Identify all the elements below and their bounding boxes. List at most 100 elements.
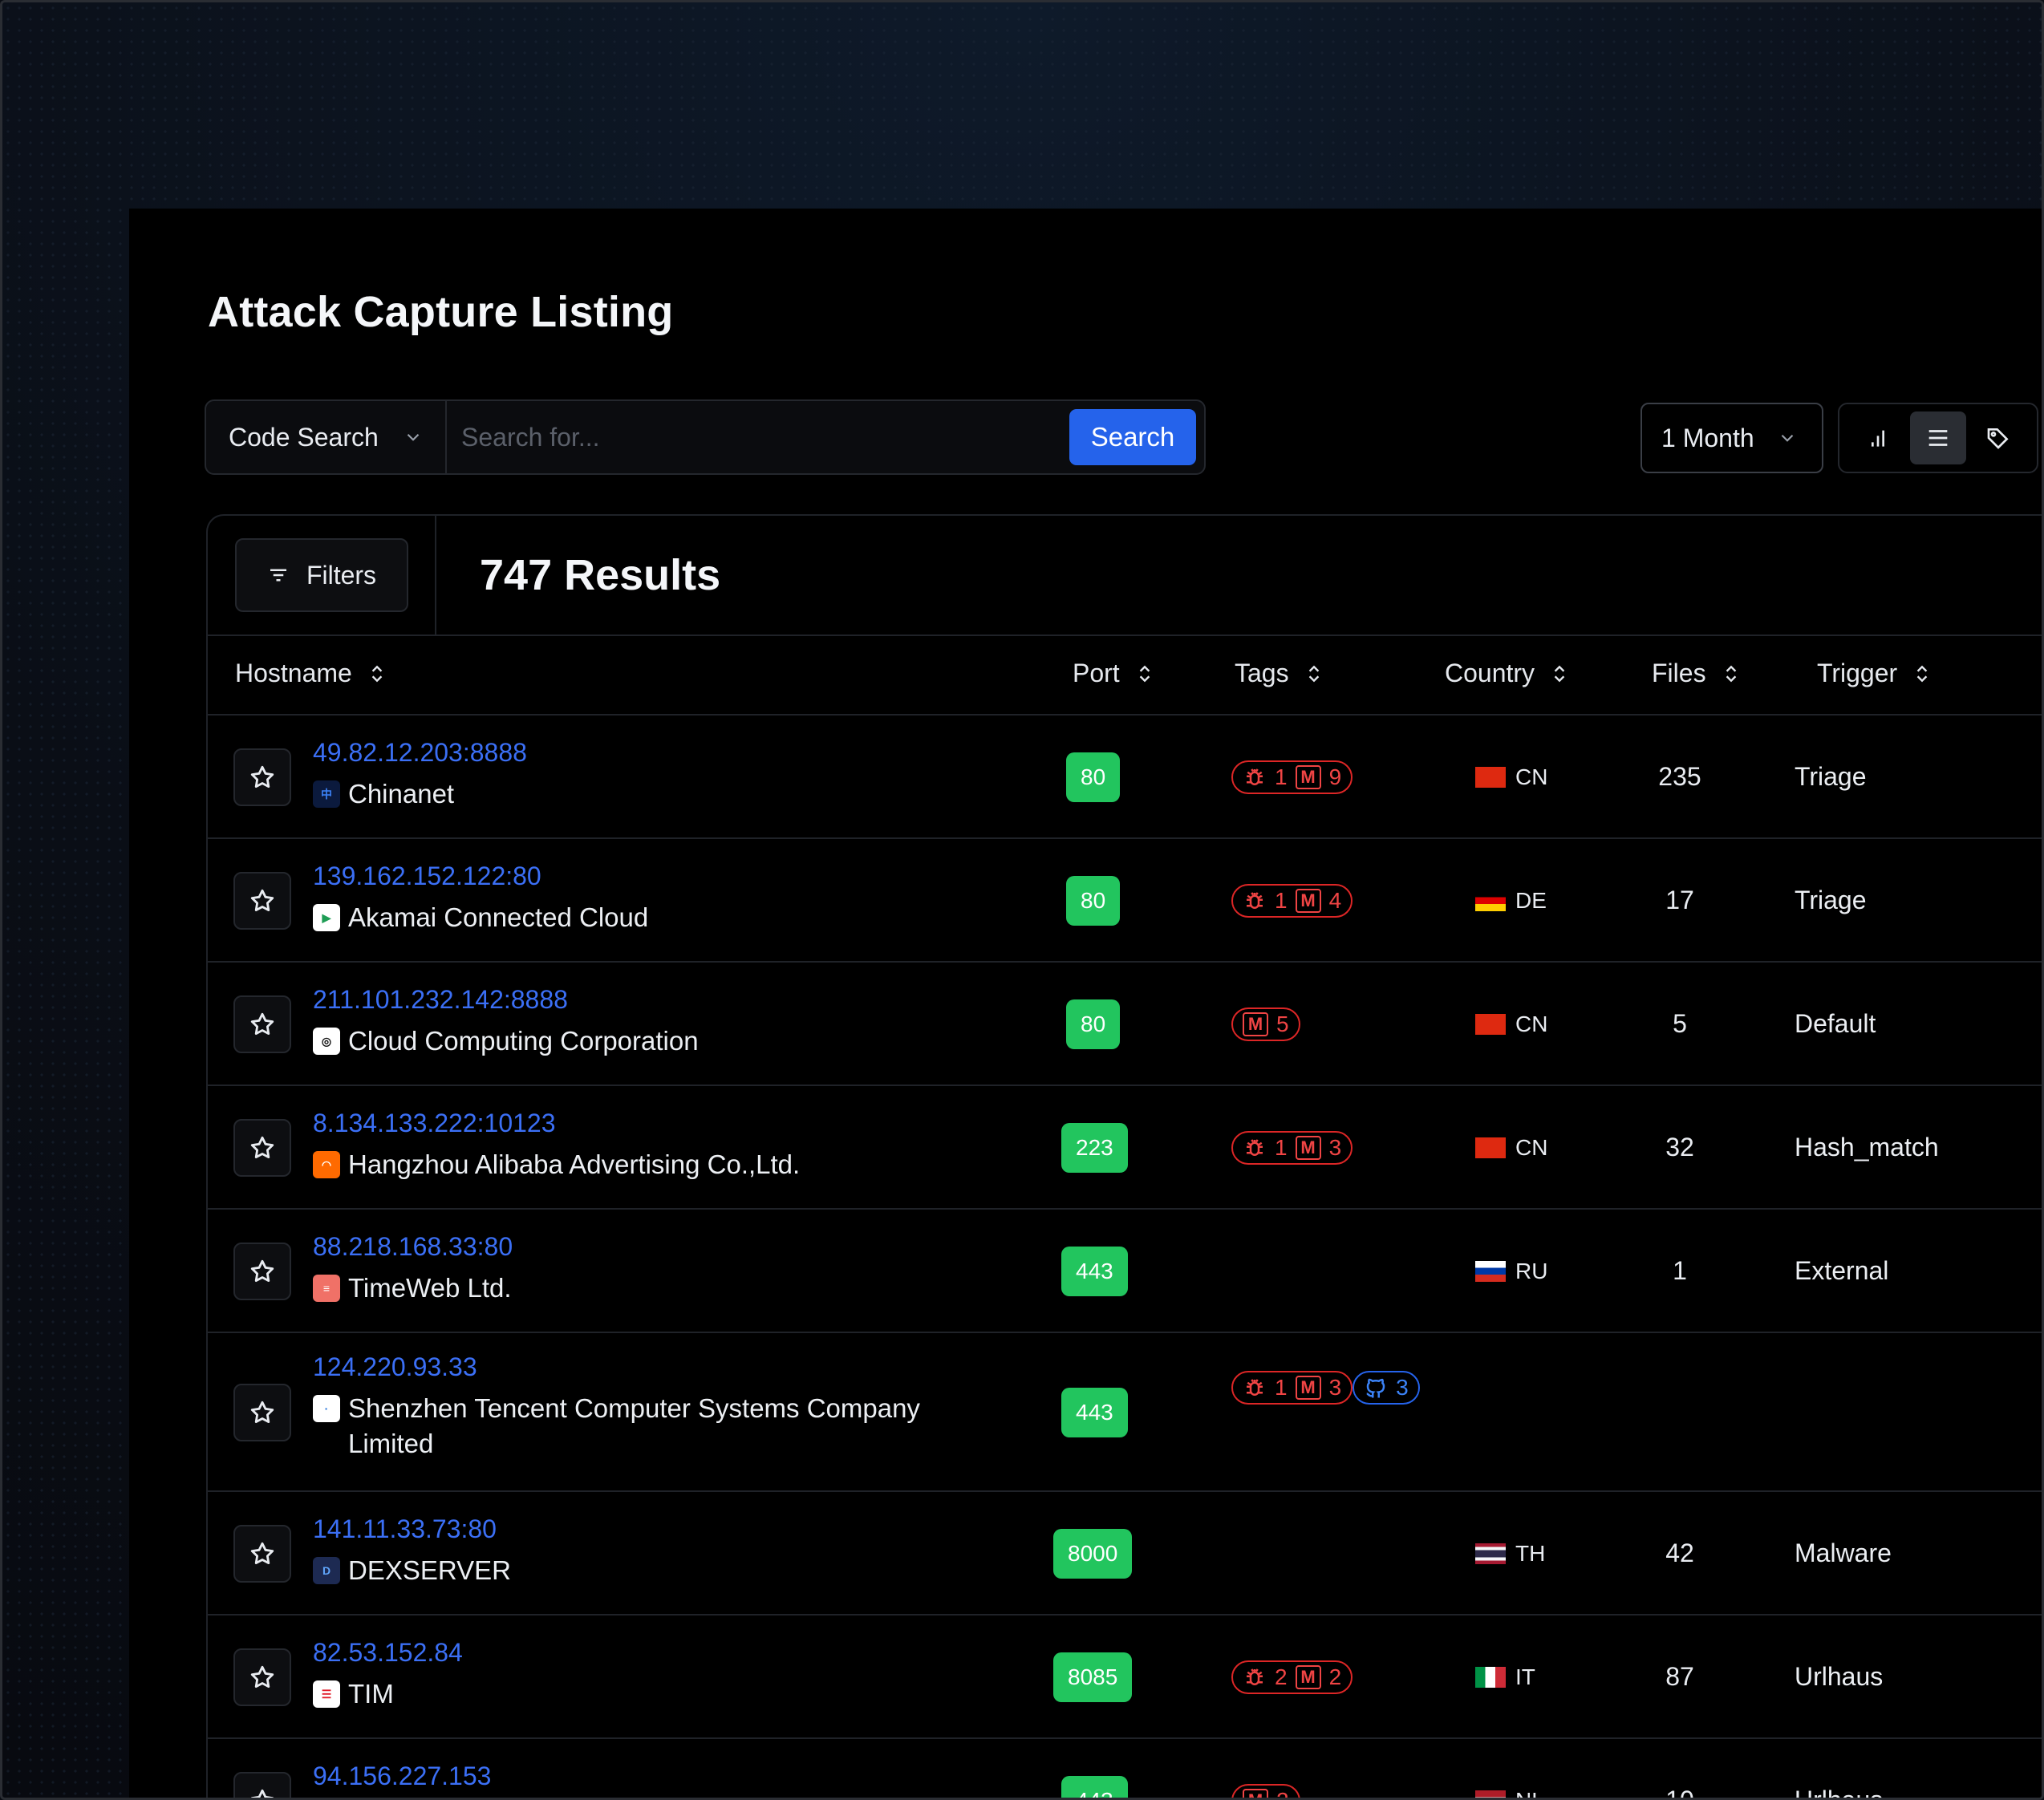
country-cell: CN: [1475, 764, 1547, 790]
search-mode-select[interactable]: Code Search: [206, 401, 447, 473]
column-hostname[interactable]: Hostname: [235, 659, 387, 688]
trigger-label: Triage: [1795, 762, 1867, 791]
chart-view-button[interactable]: [1850, 411, 1906, 464]
tag-count: 1: [1275, 764, 1288, 789]
table-row[interactable]: 211.101.232.142:8888 ◎ Cloud Computing C…: [208, 963, 2042, 1086]
files-count: 5: [1673, 1009, 1687, 1038]
view-toggle-group: [1838, 403, 2038, 473]
favorite-button[interactable]: [233, 872, 291, 930]
country-cell: NL: [1475, 1788, 1544, 1798]
org-logo-icon: ·: [313, 1395, 340, 1422]
organization: · Shenzhen Tencent Computer Systems Comp…: [313, 1391, 923, 1461]
favorite-button[interactable]: [233, 1648, 291, 1706]
hostname-link[interactable]: 141.11.33.73:80: [313, 1514, 497, 1543]
sort-icon: [371, 665, 383, 682]
time-range-label: 1 Month: [1661, 423, 1754, 452]
tag-badge[interactable]: 3: [1353, 1371, 1420, 1405]
hostname-link[interactable]: 139.162.152.122:80: [313, 861, 541, 890]
column-label: Tags: [1235, 659, 1289, 687]
column-label: Files: [1652, 659, 1706, 687]
hostname-link[interactable]: 8.134.133.222:10123: [313, 1109, 556, 1137]
m-icon: M: [1243, 1789, 1268, 1798]
sort-icon: [1308, 665, 1319, 682]
hostname-link[interactable]: 82.53.152.84: [313, 1638, 463, 1667]
time-range-select[interactable]: 1 Month: [1640, 403, 1823, 473]
chevron-down-icon: [407, 433, 420, 441]
tag-count: 3: [1328, 1375, 1342, 1400]
country-code: TH: [1515, 1541, 1546, 1566]
column-label: Trigger: [1817, 659, 1898, 687]
m-icon: M: [1295, 889, 1321, 913]
filters-button[interactable]: Filters: [234, 538, 408, 612]
favorite-button[interactable]: [233, 1772, 291, 1798]
column-tags[interactable]: Tags: [1235, 659, 1324, 688]
hostname-link[interactable]: 211.101.232.142:8888: [313, 985, 568, 1014]
country-code: DE: [1515, 888, 1547, 913]
table-row[interactable]: 94.156.227.153 443 M2 NL 10 Urlhaus: [208, 1739, 2042, 1800]
page-title: Attack Capture Listing: [208, 288, 674, 336]
hostname-link[interactable]: 94.156.227.153: [313, 1761, 492, 1790]
table-row[interactable]: 8.134.133.222:10123 ◠ Hangzhou Alibaba A…: [208, 1086, 2042, 1210]
organization: ▶ Akamai Connected Cloud: [313, 900, 1035, 935]
port-badge: 223: [1061, 1123, 1128, 1173]
sort-icon: [1554, 665, 1565, 682]
tag-count: 5: [1276, 1011, 1289, 1036]
organization-name: Akamai Connected Cloud: [348, 902, 649, 932]
favorite-button[interactable]: [233, 1243, 291, 1300]
country-cell: TH: [1475, 1541, 1545, 1567]
favorite-button[interactable]: [233, 1384, 291, 1441]
favorite-button[interactable]: [233, 1119, 291, 1177]
search-input[interactable]: [447, 401, 1069, 473]
table-row[interactable]: 88.218.168.33:80 ≡ TimeWeb Ltd. 443 RU 1…: [208, 1210, 2042, 1333]
tag-badge[interactable]: M2: [1231, 1784, 1300, 1798]
organization: D DEXSERVER: [313, 1553, 1035, 1588]
organization-name: DEXSERVER: [348, 1555, 511, 1585]
organization: ◠ Hangzhou Alibaba Advertising Co.,Ltd.: [313, 1147, 1035, 1182]
column-country[interactable]: Country: [1445, 659, 1570, 688]
flag-icon: [1475, 1790, 1506, 1798]
hostname-link[interactable]: 124.220.93.33: [313, 1352, 477, 1381]
search-button[interactable]: Search: [1069, 409, 1196, 465]
organization-name: Hangzhou Alibaba Advertising Co.,Ltd.: [348, 1149, 801, 1179]
tag-view-button[interactable]: [1970, 411, 2026, 464]
country-code: CN: [1515, 764, 1548, 789]
favorite-button[interactable]: [233, 995, 291, 1053]
flag-icon: [1475, 1137, 1506, 1158]
table-row[interactable]: 141.11.33.73:80 D DEXSERVER 8000 TH 42 M…: [208, 1492, 2042, 1616]
flag-icon: [1475, 1667, 1506, 1688]
hostname-link[interactable]: 49.82.12.203:8888: [313, 738, 527, 767]
table-row[interactable]: 124.220.93.33 · Shenzhen Tencent Compute…: [208, 1333, 2042, 1492]
star-icon: [250, 1012, 274, 1036]
tag-count: 1: [1275, 1135, 1288, 1160]
trigger-label: Urlhaus: [1795, 1786, 1884, 1800]
hostname-link[interactable]: 88.218.168.33:80: [313, 1232, 513, 1261]
column-files[interactable]: Files: [1652, 659, 1742, 688]
port-badge: 443: [1061, 1776, 1128, 1798]
results-count: 747 Results: [480, 551, 721, 599]
flag-icon: [1475, 767, 1506, 788]
column-label: Hostname: [235, 659, 352, 687]
search-mode-label: Code Search: [229, 422, 379, 452]
bug-icon: [1247, 1379, 1263, 1396]
table-row[interactable]: 139.162.152.122:80 ▶ Akamai Connected Cl…: [208, 839, 2042, 963]
tag-icon: [1987, 428, 2009, 449]
favorite-button[interactable]: [233, 1525, 291, 1583]
column-trigger[interactable]: Trigger: [1817, 659, 1932, 688]
filters-label: Filters: [306, 560, 377, 590]
favorite-button[interactable]: [233, 748, 291, 806]
sort-icon: [1139, 665, 1150, 682]
column-port[interactable]: Port: [1073, 659, 1155, 688]
list-view-button[interactable]: [1909, 411, 1966, 464]
star-icon: [250, 1401, 274, 1424]
